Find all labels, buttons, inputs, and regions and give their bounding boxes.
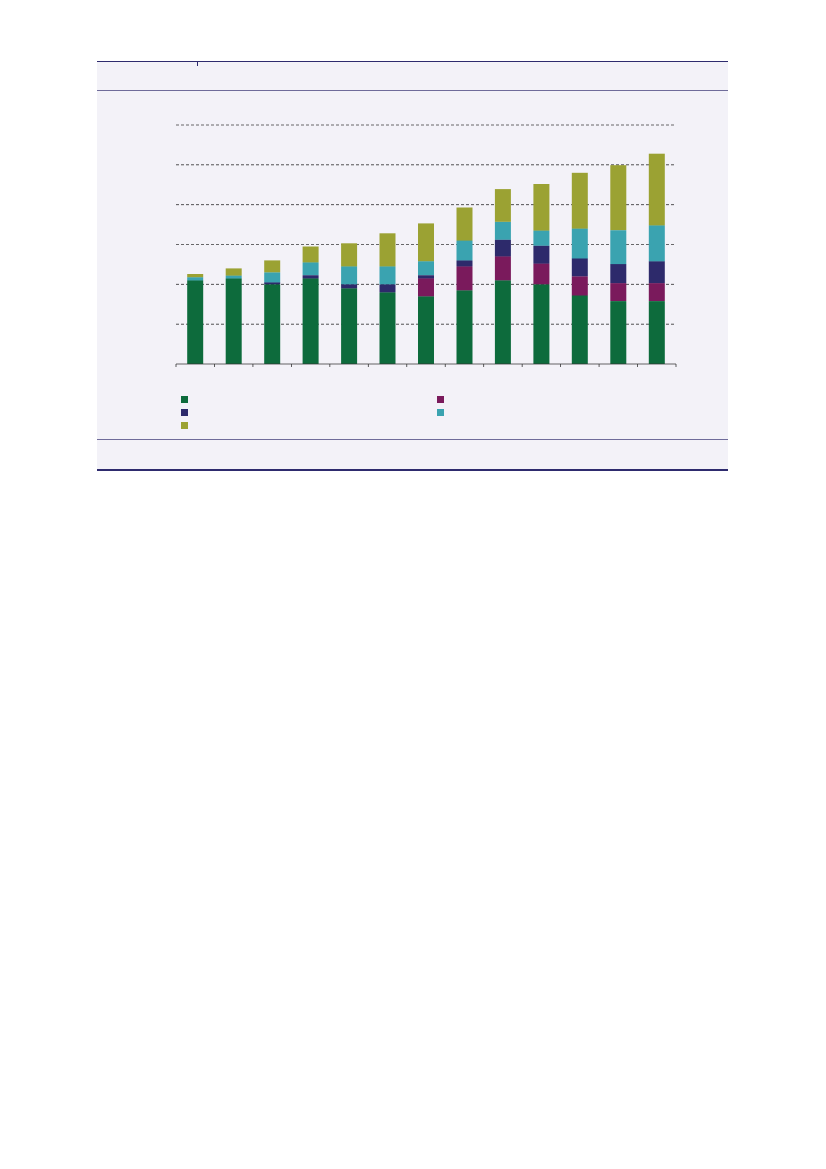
bar-segment-series-3 (379, 266, 396, 285)
bar-segment-series-3 (225, 275, 242, 279)
bar-segment-series-0 (418, 296, 434, 364)
bar-segment-series-4 (571, 172, 588, 229)
bar-segment-series-4 (187, 274, 204, 278)
bar-segment-series-0 (225, 278, 242, 364)
bar-segment-series-3 (571, 228, 588, 259)
figure-panel (97, 61, 728, 471)
legend-item (437, 407, 450, 417)
bar-segment-series-2 (494, 239, 511, 257)
bar-segment-series-4 (341, 243, 358, 267)
bar-segment-series-3 (302, 262, 319, 276)
legend-swatch (181, 421, 188, 429)
legend-swatch (181, 395, 188, 403)
bar-segment-series-0 (494, 280, 511, 364)
bar-segment-series-4 (533, 184, 550, 231)
bar-segment-series-2 (533, 245, 550, 264)
bar-segment-series-0 (648, 301, 665, 364)
bar-segment-series-0 (302, 278, 319, 364)
bar-segment-series-3 (533, 230, 550, 246)
footer-rule (97, 439, 728, 440)
bar-segment-series-1 (533, 263, 550, 285)
bar-segment-series-3 (264, 272, 281, 283)
bar-segment-series-4 (494, 189, 511, 222)
bar-segment-series-4 (225, 268, 242, 276)
header-rule (97, 90, 728, 91)
legend-item (181, 420, 194, 430)
x-axis (175, 363, 677, 367)
bar-segment-series-2 (571, 258, 588, 277)
bar-segment-series-2 (418, 275, 434, 279)
legend-item (437, 394, 450, 404)
bar-segment-series-2 (456, 260, 473, 267)
bar-segment-series-1 (494, 256, 511, 281)
bar-segment-series-2 (264, 282, 281, 285)
bar-segment-series-0 (264, 284, 281, 364)
bar-segment-series-0 (187, 280, 204, 364)
bars (187, 153, 665, 364)
legend-item (181, 407, 194, 417)
bar-segment-series-0 (571, 295, 588, 364)
legend-swatch (181, 408, 188, 416)
bar-segment-series-3 (187, 277, 204, 281)
bar-segment-series-4 (418, 223, 434, 262)
bar-segment-series-3 (418, 261, 434, 276)
bar-segment-series-1 (418, 278, 434, 297)
stacked-bar-chart (175, 124, 677, 367)
bar-segment-series-3 (341, 266, 358, 285)
bar-segment-series-4 (648, 153, 665, 226)
header-tick (197, 61, 198, 66)
legend-swatch (437, 408, 444, 416)
bar-segment-series-2 (302, 275, 319, 279)
bar-segment-series-1 (610, 283, 627, 301)
bar-segment-series-3 (456, 240, 473, 261)
legend-swatch (437, 395, 444, 403)
bar-segment-series-2 (610, 264, 627, 284)
bar-segment-series-4 (610, 165, 627, 231)
bar-segment-series-0 (456, 290, 473, 364)
bar-segment-series-0 (533, 284, 550, 364)
bar-segment-series-4 (264, 260, 281, 273)
bar-segment-series-0 (379, 292, 396, 364)
bar-segment-series-4 (379, 233, 396, 267)
bar-segment-series-4 (302, 246, 319, 263)
bar-segment-series-1 (648, 283, 665, 301)
legend-item (181, 394, 194, 404)
bar-segment-series-4 (456, 207, 473, 241)
bar-segment-series-0 (341, 288, 358, 364)
bar-segment-series-3 (610, 230, 627, 265)
bar-segment-series-1 (571, 276, 588, 296)
bar-segment-series-1 (456, 266, 473, 291)
bar-segment-series-2 (648, 261, 665, 284)
bar-segment-series-0 (610, 301, 627, 364)
bar-segment-series-2 (379, 284, 396, 293)
bottom-rule (97, 469, 728, 471)
bar-segment-series-3 (648, 225, 665, 262)
bar-segment-series-2 (341, 284, 358, 289)
top-rule (97, 61, 728, 62)
bar-segment-series-3 (494, 221, 511, 240)
